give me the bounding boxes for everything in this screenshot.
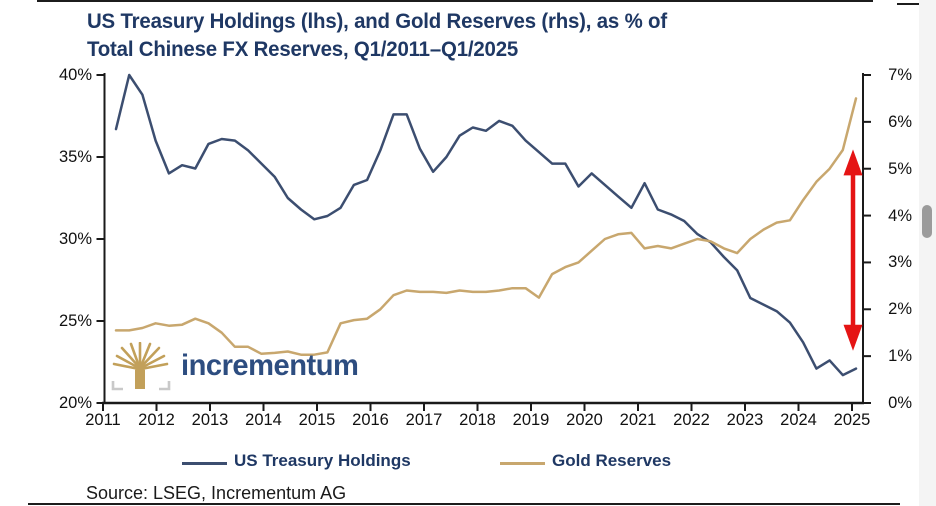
x-axis-label: 2024 [780, 411, 817, 429]
bottom-border-line [28, 503, 900, 505]
x-axis-label: 2017 [405, 411, 443, 429]
legend-label-gold: Gold Reserves [552, 451, 672, 470]
right-axis-label: 0% [888, 394, 912, 412]
x-axis-label: 2019 [512, 411, 550, 429]
source-note: Source: LSEG, Incrementum AG [86, 483, 347, 503]
x-axis-label: 2022 [673, 411, 710, 429]
x-axis-label: 2018 [459, 411, 496, 429]
right-axis-label: 6% [888, 112, 912, 131]
x-axis-label: 2011 [85, 411, 121, 429]
left-axis-label: 20% [58, 394, 92, 412]
right-axis-label: 1% [888, 347, 912, 366]
left-axis-label: 40% [58, 66, 92, 84]
legend-label-treasury: US Treasury Holdings [234, 451, 411, 470]
scrollbar-thumb[interactable] [922, 205, 932, 238]
chart-title-line-2: Total Chinese FX Reserves, Q1/2011–Q1/20… [87, 37, 519, 61]
scrollbar-track[interactable] [919, 0, 936, 506]
chart-title: US Treasury Holdings (lhs), and Gold Res… [87, 7, 866, 63]
right-axis-label: 3% [888, 253, 912, 272]
x-axis-label: 2012 [138, 411, 175, 429]
gold-reserves-line [114, 97, 858, 356]
left-axis-label: 25% [58, 312, 92, 330]
chart-legend: US Treasury Holdings Gold Reserves [0, 451, 936, 481]
right-axis-label: 4% [888, 206, 912, 225]
right-axis-label: 5% [888, 159, 912, 178]
left-axis-label: 35% [58, 148, 92, 166]
chart-title-line-1: US Treasury Holdings (lhs), and Gold Res… [87, 9, 667, 33]
top-border-line-right [897, 3, 936, 5]
incrementum-logo: incrementum [109, 341, 359, 392]
divergence-arrow-head-up [843, 149, 863, 176]
tree-trunk [135, 367, 145, 389]
x-axis-label: 2016 [352, 411, 389, 429]
treasury-holdings-line [114, 73, 858, 377]
tree-logo-icon [111, 341, 171, 391]
top-border-line [37, 0, 873, 2]
right-axis-label: 2% [888, 300, 912, 319]
treasury-line-swatch [182, 462, 227, 465]
gold-line-swatch [500, 462, 545, 465]
x-axis-label: 2020 [566, 411, 603, 429]
divergence-arrow-head-down [843, 324, 863, 351]
x-axis-label: 2023 [726, 411, 764, 429]
logo-wordmark: incrementum [181, 349, 359, 382]
x-axis-label: 2013 [191, 411, 229, 429]
x-axis-label: 2025 [833, 411, 871, 429]
x-axis-label: 2015 [298, 411, 336, 429]
x-axis-label: 2014 [245, 411, 282, 429]
left-axis-label: 30% [58, 230, 92, 248]
right-axis-label: 7% [888, 66, 912, 84]
x-axis-label: 2021 [619, 411, 657, 429]
